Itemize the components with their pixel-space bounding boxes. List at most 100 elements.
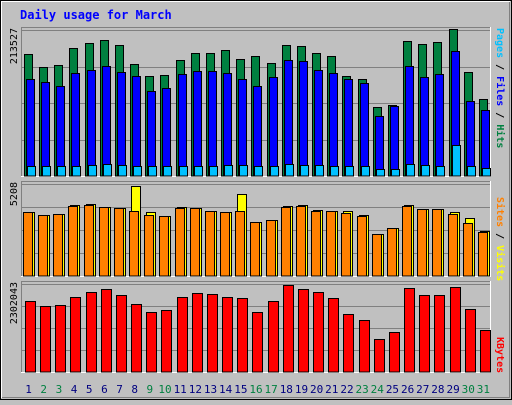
bar-pages-day-30 (467, 166, 476, 177)
bar-kbytes-day-1 (25, 301, 36, 373)
bar-kbytes-day-19 (298, 289, 309, 373)
bar-sites-day-11 (175, 208, 185, 277)
bar-kbytes-day-11 (177, 297, 188, 373)
bar-files-day-31 (481, 110, 490, 177)
y-max-label-kbytes: 2302043 (9, 282, 20, 324)
bar-files-day-6 (102, 66, 111, 177)
legend-hits-entry-1: / (494, 58, 505, 70)
bar-sites-day-26 (402, 206, 412, 277)
bar-files-day-1 (26, 79, 35, 177)
bar-kbytes-day-15 (237, 298, 248, 373)
bar-kbytes-day-22 (343, 314, 354, 373)
bar-pages-day-23 (361, 166, 370, 177)
legend-sites-entry-2: Visits (494, 239, 506, 281)
day-label-16: 16 (249, 383, 262, 396)
bar-kbytes-day-10 (161, 310, 172, 373)
bar-sites-day-30 (463, 223, 473, 277)
bar-kbytes-day-12 (192, 293, 203, 373)
bar-sites-day-27 (417, 209, 427, 277)
day-label-20: 20 (310, 383, 323, 396)
bar-pages-day-25 (391, 169, 400, 177)
day-label-12: 12 (189, 383, 202, 396)
bar-kbytes-day-3 (55, 305, 66, 373)
legend-sites-entry-1: / (494, 227, 505, 239)
day-label-4: 4 (71, 383, 78, 396)
bar-kbytes-day-14 (222, 297, 233, 373)
bar-sites-day-4 (68, 206, 78, 277)
bar-sites-day-3 (53, 214, 63, 277)
bar-kbytes-day-24 (374, 339, 385, 373)
bar-sites-day-8 (129, 211, 139, 277)
bar-pages-day-2 (42, 166, 51, 177)
bar-files-day-17 (269, 77, 278, 177)
bar-sites-day-7 (114, 208, 124, 277)
bar-sites-day-6 (99, 207, 109, 277)
bar-files-day-13 (208, 71, 217, 177)
bar-kbytes-day-29 (450, 287, 461, 373)
bar-pages-day-14 (224, 165, 233, 177)
day-label-2: 2 (40, 383, 47, 396)
day-label-21: 21 (325, 383, 338, 396)
bar-files-day-27 (420, 77, 429, 177)
bar-kbytes-day-8 (131, 304, 142, 373)
bar-sites-day-17 (266, 220, 276, 277)
bar-files-day-16 (253, 86, 262, 177)
day-label-29: 29 (446, 383, 459, 396)
bar-files-day-2 (41, 82, 50, 177)
bar-sites-day-1 (23, 212, 33, 277)
bar-kbytes-day-30 (465, 309, 476, 373)
chart-title: Daily usage for March (20, 8, 172, 22)
day-label-14: 14 (219, 383, 233, 396)
bar-sites-day-23 (357, 216, 367, 277)
bar-files-day-4 (71, 73, 80, 177)
bar-files-day-24 (375, 116, 384, 177)
bar-sites-day-28 (432, 209, 442, 277)
day-label-5: 5 (86, 383, 93, 396)
bar-pages-day-21 (330, 166, 339, 177)
bar-files-day-25 (390, 106, 399, 177)
bar-sites-day-29 (448, 214, 458, 277)
day-label-30: 30 (462, 383, 475, 396)
bar-sites-day-9 (144, 215, 154, 277)
bar-pages-day-27 (421, 165, 430, 177)
bar-sites-day-16 (250, 222, 260, 277)
panel-kbytes: 2302043 KBytes (9, 281, 505, 373)
bar-pages-day-22 (345, 166, 354, 177)
bar-pages-day-5 (88, 165, 97, 177)
bar-pages-day-13 (209, 166, 218, 177)
bar-files-day-5 (87, 70, 96, 177)
bar-kbytes-day-26 (404, 288, 415, 373)
bar-kbytes-day-4 (70, 297, 81, 373)
bar-pages-day-29 (452, 145, 461, 177)
bar-kbytes-day-28 (434, 295, 445, 373)
bar-pages-day-19 (300, 165, 309, 177)
bar-pages-day-16 (254, 166, 263, 177)
day-label-19: 19 (295, 383, 308, 396)
bar-kbytes-day-16 (252, 312, 263, 373)
bar-files-day-21 (329, 73, 338, 177)
bar-files-day-8 (132, 76, 141, 177)
day-label-10: 10 (158, 383, 171, 396)
bar-pages-day-4 (72, 166, 81, 177)
day-label-22: 22 (340, 383, 353, 396)
bar-sites-day-19 (296, 206, 306, 277)
day-label-8: 8 (131, 383, 138, 396)
bar-kbytes-day-31 (480, 330, 491, 373)
bar-sites-day-18 (281, 207, 291, 277)
bar-files-day-11 (178, 74, 187, 177)
bar-pages-day-12 (194, 166, 203, 177)
bar-sites-day-12 (190, 208, 200, 277)
bar-files-day-9 (147, 91, 156, 177)
day-label-13: 13 (204, 383, 217, 396)
bar-kbytes-day-7 (116, 295, 127, 373)
bar-sites-day-25 (387, 228, 397, 277)
bar-pages-day-8 (133, 166, 142, 177)
bar-pages-day-18 (285, 164, 294, 177)
legend-hits-entry-4: Hits (494, 118, 506, 148)
day-label-3: 3 (56, 383, 63, 396)
day-label-23: 23 (356, 383, 369, 396)
bar-files-day-14 (223, 73, 232, 177)
day-label-24: 24 (371, 383, 385, 396)
